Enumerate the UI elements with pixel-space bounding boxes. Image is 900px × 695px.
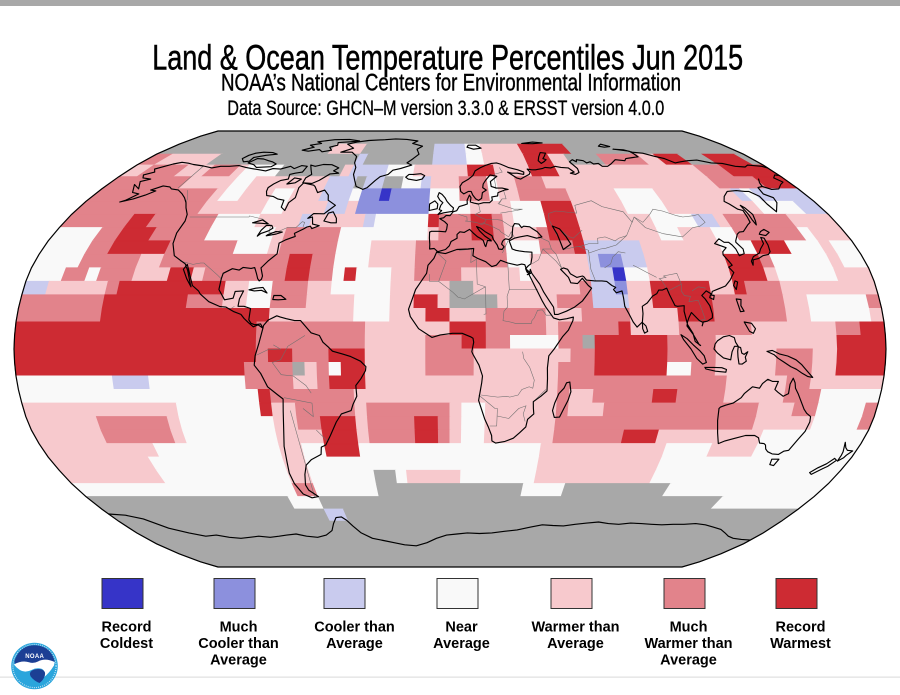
svg-text:Land & Ocean Temperature Perce: Land & Ocean Temperature Percentiles Jun…: [152, 39, 743, 78]
svg-text:Much: Much: [220, 620, 258, 636]
svg-text:Record: Record: [102, 620, 152, 636]
svg-text:Cooler than: Cooler than: [198, 636, 279, 652]
svg-text:Average: Average: [660, 653, 717, 669]
svg-text:Warmer than: Warmer than: [531, 620, 619, 636]
svg-text:Warmer than: Warmer than: [644, 636, 732, 652]
svg-text:NOAA: NOAA: [25, 654, 44, 660]
svg-text:Record: Record: [776, 620, 826, 636]
svg-text:Warmest: Warmest: [770, 636, 831, 652]
svg-text:Data Source: GHCN–M version 3.: Data Source: GHCN–M version 3.3.0 & ERSS…: [227, 97, 664, 120]
svg-text:Average: Average: [210, 653, 267, 669]
svg-text:Cooler than: Cooler than: [314, 620, 395, 636]
svg-text:Average: Average: [433, 636, 490, 652]
svg-text:Coldest: Coldest: [100, 636, 153, 652]
svg-text:Much: Much: [670, 620, 708, 636]
svg-text:NOAA’s National Centers for En: NOAA’s National Centers for Environmenta…: [221, 70, 681, 97]
svg-text:Average: Average: [326, 636, 383, 652]
svg-text:Near: Near: [445, 620, 478, 636]
svg-text:Average: Average: [547, 636, 604, 652]
